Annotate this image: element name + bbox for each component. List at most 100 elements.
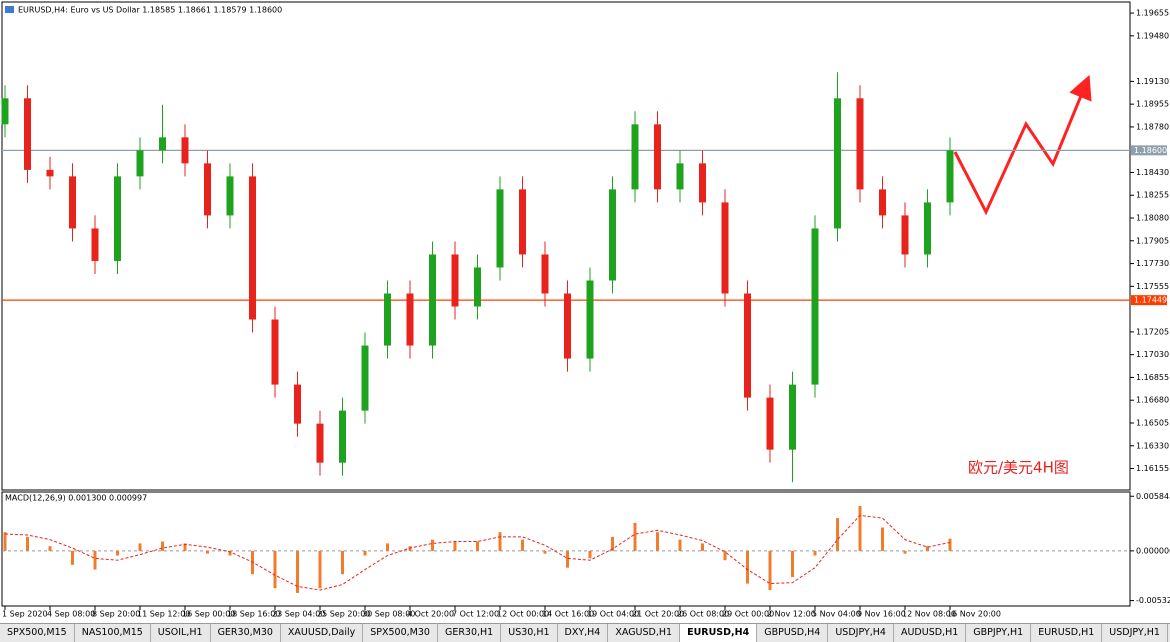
symbol-tab[interactable]: GER30,H1 <box>438 624 502 642</box>
macd-bar <box>768 550 772 591</box>
y-tick-label: 1.17905 <box>1136 236 1169 245</box>
x-tick-label: 18 Sep 16:00 <box>227 610 280 619</box>
candle-body <box>69 176 76 229</box>
macd-bar <box>903 550 907 554</box>
symbol-tab[interactable]: GER30,M30 <box>211 624 281 642</box>
candle-body <box>159 137 166 151</box>
price-label-box <box>1131 295 1167 306</box>
y-tick-label: 1.16155 <box>1136 464 1169 473</box>
price-label-box <box>1131 145 1167 156</box>
x-tick-label: 7 Oct 12:00 <box>452 610 499 619</box>
symbol-tab[interactable]: US30,H1 <box>501 624 558 642</box>
macd-bar <box>948 538 952 551</box>
y-tick-label: 1.19480 <box>1136 31 1169 40</box>
symbol-tab[interactable]: GBPUSD,H4 <box>757 624 829 642</box>
candle-body <box>496 189 504 268</box>
chart-window: EURUSD,H4: Euro vs US Dollar 1.18585 1.1… <box>1 1 1170 619</box>
candle-body <box>384 293 391 346</box>
macd-bar <box>341 550 344 575</box>
x-tick-label: 25 Sep 20:00 <box>317 610 370 619</box>
candle-body <box>766 397 774 450</box>
symbol-tab[interactable]: XAUUSD,Daily <box>281 624 364 642</box>
macd-bar <box>836 518 839 551</box>
symbol-tab[interactable]: SPX500,M30 <box>363 624 438 642</box>
candle-body <box>901 215 909 255</box>
candle-body <box>924 202 931 255</box>
y-tick-label: 1.19130 <box>1136 77 1169 86</box>
symbol-tab[interactable]: GBPJPY,H1 <box>966 624 1032 642</box>
macd-bar <box>228 550 232 556</box>
macd-bar <box>633 522 637 551</box>
symbol-tab[interactable]: AUDUSD,H1 <box>894 624 967 642</box>
candle-body <box>564 293 571 359</box>
macd-title: MACD(12,26,9) 0.001300 0.000997 <box>5 494 147 503</box>
candle-body <box>811 228 819 385</box>
candle-body <box>519 189 526 255</box>
macd-bar <box>813 550 817 556</box>
macd-bar <box>206 550 209 554</box>
y-tick-label: 1.18430 <box>1136 168 1169 177</box>
x-tick-label: 26 Oct 08:00 <box>677 610 729 619</box>
candle-body <box>181 137 189 164</box>
candle-body <box>339 410 346 463</box>
macd-bar <box>498 532 502 551</box>
candle-body <box>721 202 729 294</box>
chart-title: EURUSD,H4: Euro vs US Dollar 1.18585 1.1… <box>18 6 282 15</box>
macd-bar <box>791 550 794 578</box>
macd-bar <box>858 506 862 551</box>
candle-body <box>834 98 841 229</box>
x-tick-label: 5 Nov 04:00 <box>812 610 861 619</box>
candle-body <box>789 384 796 450</box>
x-tick-label: 16 Sep 00:00 <box>182 610 235 619</box>
candle-body <box>91 228 99 261</box>
candle-body <box>294 384 301 424</box>
macd-bar <box>611 536 614 551</box>
candle-body <box>46 169 54 177</box>
symbol-tab[interactable]: EURUSD,H4 <box>680 624 758 642</box>
candle-body <box>699 163 706 203</box>
candle-body <box>249 176 256 320</box>
macd-bar <box>183 543 187 551</box>
candle-body <box>204 163 211 216</box>
x-tick-label: 4 Oct 20:00 <box>407 610 454 619</box>
symbol-tab[interactable]: SPX500,M15 <box>0 624 75 642</box>
candle-body <box>879 189 886 216</box>
price-label: 1.17449 <box>1134 296 1167 305</box>
symbol-tab[interactable]: XAGUSD,H1 <box>608 624 681 642</box>
symbol-tab[interactable]: DXY,H4 <box>558 624 609 642</box>
candle-body <box>226 176 234 216</box>
candle-body <box>856 98 864 190</box>
macd-bar <box>926 546 929 551</box>
symbol-tab[interactable]: NAS100,M15 <box>75 624 151 642</box>
macd-plot-frame <box>1 491 1131 607</box>
macd-bar <box>138 543 142 551</box>
x-tick-label: 1 Sep 2020 <box>2 610 48 619</box>
macd-bar <box>116 550 119 556</box>
chart-icon <box>5 6 14 13</box>
symbol-tab[interactable]: USDJPY,H1 <box>1102 624 1168 642</box>
candle-body <box>744 293 751 398</box>
candle-body <box>316 423 324 463</box>
macd-bar <box>71 550 74 565</box>
macd-bar <box>656 532 659 551</box>
symbol-tab[interactable]: USOIL,H1 <box>151 624 211 642</box>
macd-bar <box>881 527 884 551</box>
y-tick-label: 1.18255 <box>1136 191 1169 200</box>
candle-body <box>474 267 481 307</box>
y-tick-label: 1.17730 <box>1136 259 1169 268</box>
y-tick-label: 1.17555 <box>1136 282 1169 291</box>
macd-bar <box>431 539 434 551</box>
forecast-arrow <box>953 74 1092 216</box>
y-tick-label: 1.18080 <box>1136 214 1169 223</box>
macd-bar <box>26 536 29 551</box>
symbol-tab[interactable]: USDJPY,H4 <box>828 624 894 642</box>
x-tick-label: 12 Oct 00:00 <box>497 610 549 619</box>
y-tick-label: 1.18780 <box>1136 122 1169 131</box>
x-tick-label: 2 Nov 12:00 <box>767 610 816 619</box>
candle-body <box>406 293 414 346</box>
symbol-tab[interactable]: EURUSD,H1 <box>1031 624 1103 642</box>
price-label: 1.18600 <box>1134 146 1167 155</box>
macd-bar <box>521 539 524 551</box>
x-tick-label: 19 Oct 04:00 <box>587 610 639 619</box>
